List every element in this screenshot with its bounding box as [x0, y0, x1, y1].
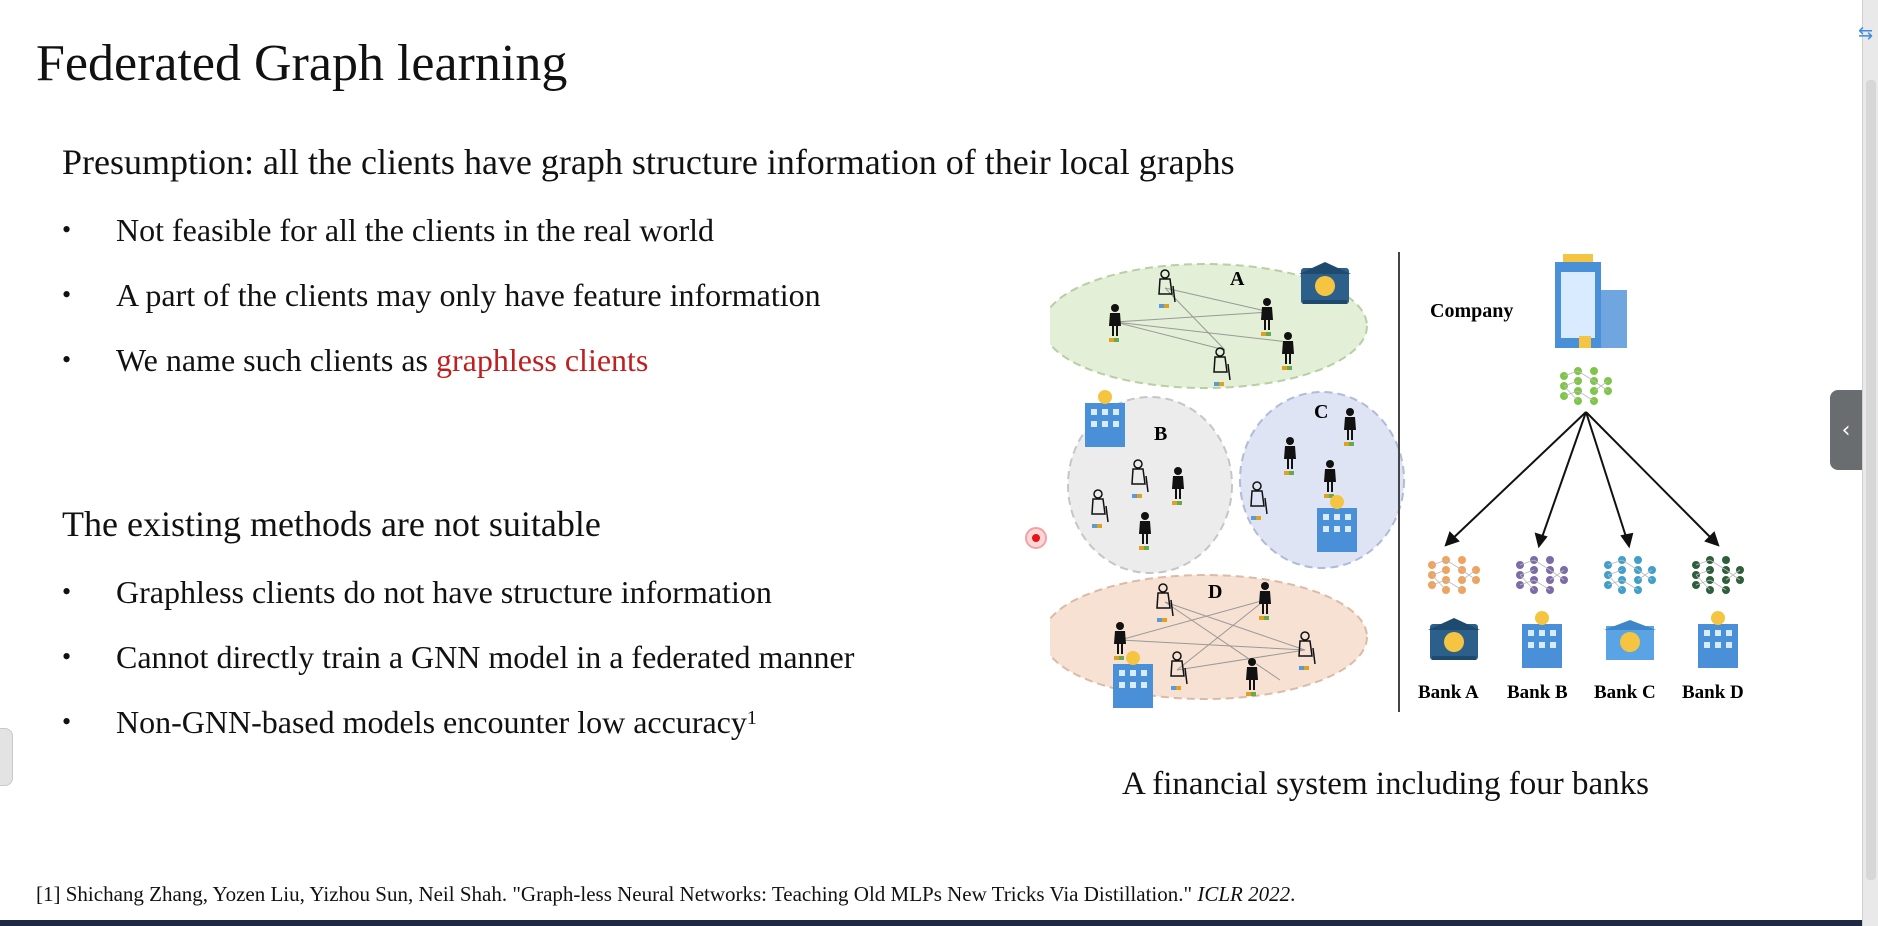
existing-bullet-1: • Graphless clients do not have structur… [62, 572, 962, 612]
bullet-dot: • [62, 280, 72, 309]
presumption-heading: Presumption: all the clients have graph … [62, 142, 1235, 182]
side-panel-toggle-button[interactable]: ‹ [1830, 390, 1862, 470]
swap-icon[interactable]: ⇆ [1858, 23, 1878, 60]
client-b-building-icon [1085, 390, 1125, 447]
bullet-text: Cannot directly train a GNN model in a f… [116, 639, 855, 675]
bank-b-icon [1522, 611, 1562, 668]
bank-c-model-icon [1603, 555, 1657, 595]
distribution-arrows [1444, 411, 1720, 549]
bank-a-label: Bank A [1418, 682, 1479, 703]
left-edge-handle[interactable] [0, 728, 13, 786]
chevron-left-icon: ‹ [1841, 417, 1851, 443]
client-c-label: C [1314, 401, 1328, 423]
laser-pointer-cursor [1025, 527, 1047, 549]
reference-footnote: [1] Shichang Zhang, Yozen Liu, Yizhou Su… [36, 880, 1295, 908]
presumption-bullet-1: • Not feasible for all the clients in th… [62, 210, 962, 250]
slide-title: Federated Graph learning [36, 35, 568, 92]
presumption-bullet-3: • We name such clients as graphless clie… [62, 340, 962, 380]
bank-d-label: Bank D [1682, 682, 1744, 703]
bank-d-model-icon [1691, 555, 1745, 595]
vertical-scrollbar[interactable] [1862, 0, 1878, 926]
footnote-marker: 1 [746, 707, 757, 729]
bullet-dot: • [62, 345, 72, 374]
bullet-text: Graphless clients do not have structure … [116, 574, 772, 610]
presumption-bullet-2: • A part of the clients may only have fe… [62, 275, 962, 315]
client-a-region [1050, 263, 1368, 389]
bullet-text: Not feasible for all the clients in the … [116, 212, 715, 248]
reference-text: [1] Shichang Zhang, Yozen Liu, Yizhou Su… [36, 882, 1198, 906]
existing-methods-heading: The existing methods are not suitable [62, 504, 601, 544]
bullet-dot: • [62, 707, 72, 736]
bullet-dot: • [62, 577, 72, 606]
bullet-text: Non-GNN-based models encounter low accur… [116, 702, 757, 742]
client-a-bank-icon [1299, 262, 1351, 304]
bank-c-label: Bank C [1594, 682, 1656, 703]
client-d-edges [1119, 599, 1306, 681]
reference-venue: ICLR 2022 [1197, 882, 1291, 906]
bank-c-icon [1604, 620, 1656, 660]
figure-caption: A financial system including four banks [1122, 766, 1649, 802]
bank-a-icon [1428, 618, 1480, 660]
bullet-text-plain: Non-GNN-based models encounter low accur… [116, 704, 747, 740]
existing-bullet-2: • Cannot directly train a GNN model in a… [62, 637, 962, 677]
bullet-text: A part of the clients may only have feat… [116, 277, 821, 313]
bank-b-model-icon [1515, 555, 1569, 595]
bottom-border [0, 920, 1878, 926]
client-b-label: B [1154, 423, 1167, 445]
bank-d-icon [1698, 611, 1738, 668]
bank-a-model-icon [1427, 555, 1481, 595]
global-model-icon [1559, 366, 1613, 406]
swap-icon-glyph: ⇆ [1858, 23, 1874, 44]
bullet-text: We name such clients as graphless client… [116, 340, 648, 380]
bullet-text-plain: We name such clients as [116, 342, 436, 378]
bullet-dot: • [62, 215, 72, 244]
client-a-label: A [1230, 268, 1245, 290]
company-label: Company [1430, 300, 1513, 322]
scrollbar-thumb[interactable] [1866, 80, 1876, 880]
client-c-region [1239, 391, 1405, 569]
bank-b-label: Bank B [1507, 682, 1568, 703]
reference-end: . [1290, 882, 1296, 906]
financial-system-figure: A B C D Company [1050, 252, 1745, 712]
graphless-clients-highlight: graphless clients [435, 342, 649, 378]
client-d-label: D [1208, 581, 1222, 603]
bullet-dot: • [62, 642, 72, 671]
company-building-icon [1555, 254, 1627, 348]
existing-bullet-3: • Non-GNN-based models encounter low acc… [62, 702, 962, 742]
